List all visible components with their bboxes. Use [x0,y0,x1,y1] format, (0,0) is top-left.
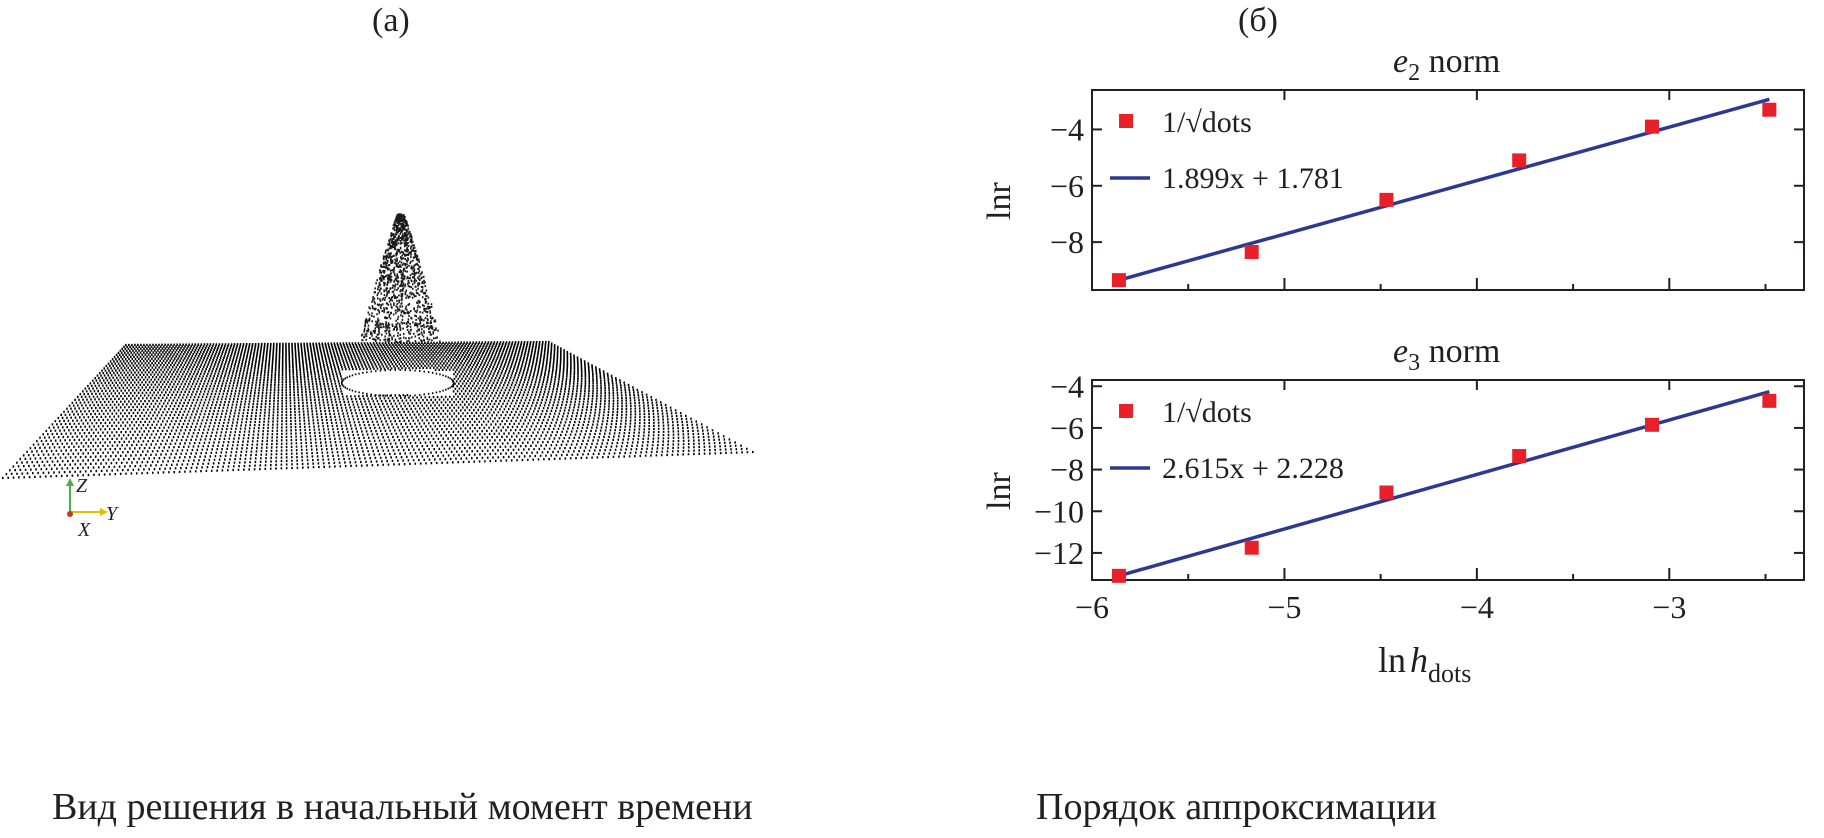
data-point [1379,192,1394,207]
y-tick-label: −8 [1050,452,1084,488]
data-point [1111,568,1126,583]
y-arrowhead-icon [100,508,108,516]
y-tick-label: −6 [1050,168,1084,204]
y-tick-label: −6 [1050,410,1084,446]
y-axis-label: lnr [981,182,1018,220]
chart-e2-norm: e2 norm lnr −8 −6 −4 1/√dots 1.899x + 1.781 [981,43,1805,291]
depression-rim [341,369,455,397]
fit-line [1118,389,1770,578]
x-tick-label: −6 [1075,589,1109,625]
panel-b-label: (б) [1238,2,1278,39]
chart-title: e3 norm [1393,333,1500,376]
legend-label-points: 1/√dots [1162,106,1252,139]
axes-triad: Z Y X [66,475,119,541]
data-point [1111,273,1126,288]
data-point [1644,417,1659,432]
y-tick-label: −12 [1034,535,1084,571]
convergence-charts: e2 norm lnr −8 −6 −4 1/√dots 1.899x + 1.781 e3… [981,43,1805,688]
x-tick-label: −5 [1267,589,1301,625]
y-tick-label: −10 [1034,493,1084,529]
chart-e3-norm: e3 norm lnr −12 −10 −8 −6 −4 −6 −5 −4 −3 ln hdots 1/√… [981,333,1805,688]
x-tick-label: −4 [1460,589,1494,625]
z-axis-label: Z [76,475,88,497]
y-tick-label: −4 [1050,111,1084,147]
data-point [1244,540,1259,555]
data-point [1512,153,1527,168]
data-point [1762,102,1777,117]
data-point [1512,449,1527,464]
y-tick-label: −4 [1050,368,1084,404]
panel-a-caption: Вид решения в начальный момент времени [52,786,753,828]
fit-line [1118,97,1770,282]
peak-point-cloud [360,213,441,343]
plot-frame [1091,89,1805,291]
surface-dots [2,340,754,480]
surface-plot-3d: Z Y X [2,213,754,541]
chart-title: e2 norm [1393,43,1500,86]
x-axis-dot-icon [67,511,73,517]
x-tick-label: −3 [1652,589,1686,625]
x-axis-label: X [77,519,91,541]
peak-dots [360,213,441,343]
y-tick-label: −8 [1050,224,1084,260]
surface-point-grid [2,340,754,480]
y-axis-label: lnr [981,472,1018,510]
panel-b-caption: Порядок аппроксимации [1036,786,1437,828]
data-point [1379,485,1394,500]
z-arrowhead-icon [66,478,74,486]
legend-label-points: 1/√dots [1162,396,1252,429]
data-point [1244,244,1259,259]
legend-label-fit: 2.615x + 2.228 [1162,452,1344,485]
data-point [1762,393,1777,408]
legend-marker-points [1119,404,1133,418]
panel-a-label: (а) [372,2,410,39]
plot-frame [1091,379,1805,581]
legend-label-fit: 1.899x + 1.781 [1162,162,1344,195]
y-axis-label: Y [106,503,119,525]
x-axis-label: ln hdots [1378,640,1471,688]
legend-marker-points [1119,114,1133,128]
data-point [1644,119,1659,134]
